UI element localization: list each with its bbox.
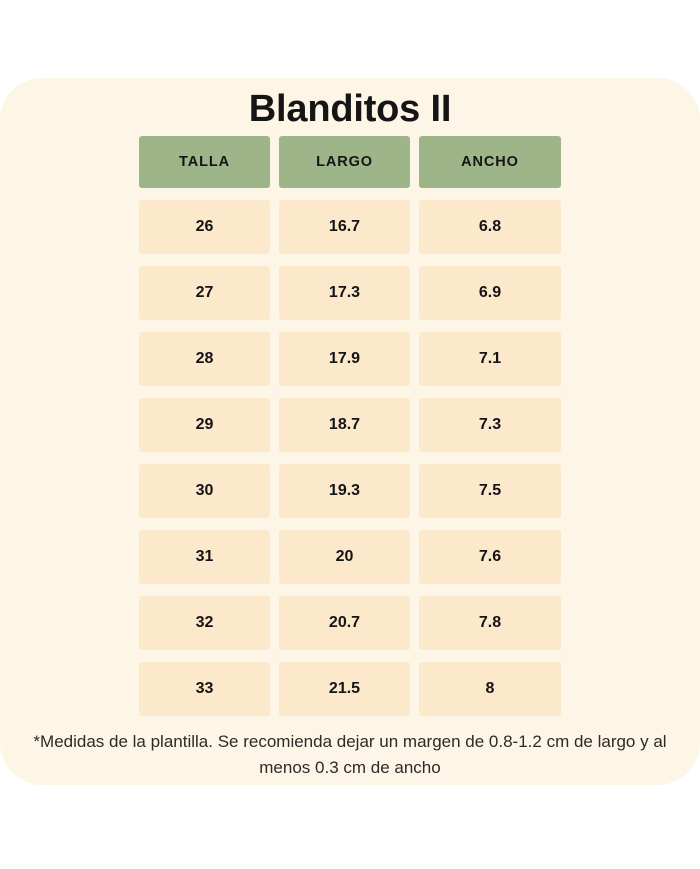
cell-ancho: 8 xyxy=(419,662,561,716)
header-cell-ancho: ANCHO xyxy=(419,136,561,188)
cell-largo: 19.3 xyxy=(279,464,410,518)
value-talla: 30 xyxy=(195,482,214,499)
size-table: TALLA LARGO ANCHO 26 16.7 6.8 27 xyxy=(139,136,561,728)
table-row: 33 21.5 8 xyxy=(139,662,561,716)
cell-largo: 18.7 xyxy=(279,398,410,452)
cell-talla: 27 xyxy=(139,266,270,320)
value-largo: 19.3 xyxy=(328,482,361,499)
table-row: 32 20.7 7.8 xyxy=(139,596,561,650)
table-row: 28 17.9 7.1 xyxy=(139,332,561,386)
cell-talla: 26 xyxy=(139,200,270,254)
value-ancho: 6.9 xyxy=(478,284,502,301)
value-talla: 33 xyxy=(195,680,214,697)
page-title: Blanditos II xyxy=(248,88,452,130)
cell-talla: 31 xyxy=(139,530,270,584)
cell-talla: 30 xyxy=(139,464,270,518)
value-ancho: 7.5 xyxy=(478,482,502,499)
table-row: 29 18.7 7.3 xyxy=(139,398,561,452)
cell-ancho: 7.1 xyxy=(419,332,561,386)
cell-ancho: 6.9 xyxy=(419,266,561,320)
value-ancho: 7.1 xyxy=(478,350,502,367)
table-row: 31 20 7.6 xyxy=(139,530,561,584)
cell-largo: 17.3 xyxy=(279,266,410,320)
value-talla: 32 xyxy=(195,614,214,631)
cell-talla: 29 xyxy=(139,398,270,452)
cell-talla: 33 xyxy=(139,662,270,716)
cell-largo: 20.7 xyxy=(279,596,410,650)
table-header-row: TALLA LARGO ANCHO xyxy=(139,136,561,188)
header-cell-largo: LARGO xyxy=(279,136,410,188)
cell-ancho: 6.8 xyxy=(419,200,561,254)
footnote-text: *Medidas de la plantilla. Se recomienda … xyxy=(33,732,667,777)
value-ancho: 6.8 xyxy=(478,218,502,235)
cell-largo: 17.9 xyxy=(279,332,410,386)
value-talla: 27 xyxy=(195,284,214,301)
value-largo: 18.7 xyxy=(328,416,361,433)
cell-ancho: 7.8 xyxy=(419,596,561,650)
cell-largo: 16.7 xyxy=(279,200,410,254)
table-row: 30 19.3 7.5 xyxy=(139,464,561,518)
value-largo: 21.5 xyxy=(328,680,361,697)
cell-largo: 21.5 xyxy=(279,662,410,716)
value-ancho: 7.6 xyxy=(478,548,502,565)
value-ancho: 7.3 xyxy=(478,416,502,433)
cell-talla: 32 xyxy=(139,596,270,650)
value-talla: 28 xyxy=(195,350,214,367)
cell-ancho: 7.6 xyxy=(419,530,561,584)
cell-ancho: 7.3 xyxy=(419,398,561,452)
value-ancho: 8 xyxy=(485,680,495,697)
header-label-talla: TALLA xyxy=(179,154,230,170)
cell-talla: 28 xyxy=(139,332,270,386)
header-label-largo: LARGO xyxy=(316,154,373,170)
table-row: 27 17.3 6.9 xyxy=(139,266,561,320)
value-talla: 31 xyxy=(195,548,214,565)
cell-largo: 20 xyxy=(279,530,410,584)
value-largo: 17.3 xyxy=(328,284,361,301)
header-cell-talla: TALLA xyxy=(139,136,270,188)
value-largo: 17.9 xyxy=(328,350,361,367)
value-talla: 29 xyxy=(195,416,214,433)
value-ancho: 7.8 xyxy=(478,614,502,631)
value-largo: 16.7 xyxy=(328,218,361,235)
header-label-ancho: ANCHO xyxy=(461,154,519,170)
value-talla: 26 xyxy=(195,218,214,235)
table-row: 26 16.7 6.8 xyxy=(139,200,561,254)
value-largo: 20.7 xyxy=(328,614,361,631)
cell-ancho: 7.5 xyxy=(419,464,561,518)
value-largo: 20 xyxy=(335,548,354,565)
